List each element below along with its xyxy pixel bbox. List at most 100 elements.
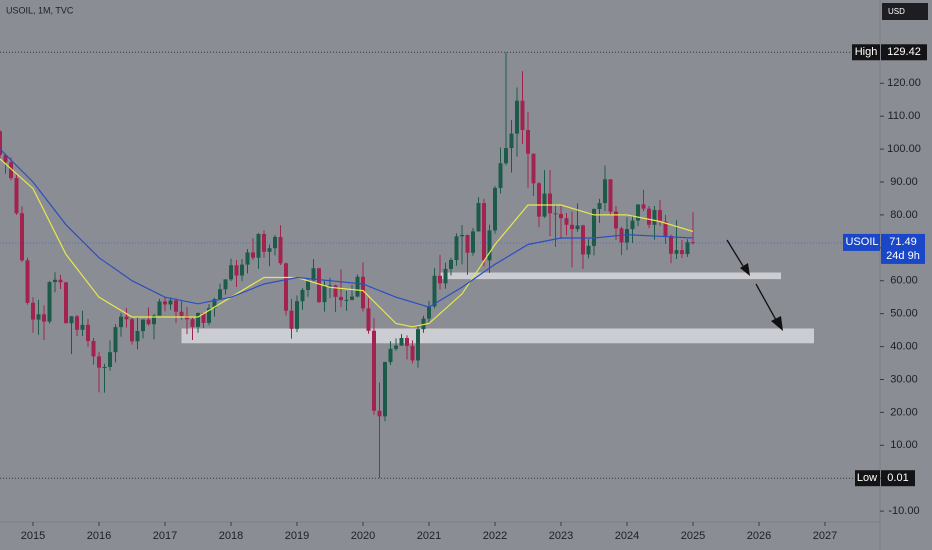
plot-area xyxy=(0,51,880,479)
candle-body xyxy=(306,280,310,290)
support-zone xyxy=(181,328,814,344)
candle-body xyxy=(564,218,569,225)
y-tick-label: 110.00 xyxy=(888,110,921,122)
candle-body xyxy=(295,301,299,329)
candle-body xyxy=(570,224,574,230)
candle-body xyxy=(322,285,327,303)
support-zone xyxy=(440,272,781,280)
candle-body xyxy=(190,319,195,327)
candle-body xyxy=(575,225,580,230)
candle-body xyxy=(636,204,640,221)
candle-body xyxy=(284,263,288,311)
currency-box xyxy=(882,3,928,20)
candle-body xyxy=(344,299,349,301)
candle-body xyxy=(663,221,668,236)
candle-body xyxy=(691,242,695,244)
candle-body xyxy=(355,276,360,297)
candle-body xyxy=(493,187,497,231)
candle-body xyxy=(482,203,486,261)
candle-body xyxy=(328,285,332,287)
x-tick-label: 2023 xyxy=(549,530,573,542)
low-tag-text: Low xyxy=(857,472,877,484)
candle-body xyxy=(64,282,68,324)
x-tick-label: 2018 xyxy=(219,530,243,542)
candle-body xyxy=(537,183,541,217)
candle-body xyxy=(465,234,470,253)
arrows xyxy=(726,239,783,331)
candle-body xyxy=(630,220,635,230)
arrow-head xyxy=(771,316,783,331)
candle-body xyxy=(240,264,244,276)
moving-average xyxy=(0,158,694,328)
y-tick-label: 90.00 xyxy=(890,176,918,188)
candle-body xyxy=(438,275,442,284)
candle-body xyxy=(388,348,393,363)
y-tick-label: 120.00 xyxy=(887,77,921,89)
candle-body xyxy=(80,324,85,330)
candle-body xyxy=(361,276,365,309)
y-tick-label: 50.00 xyxy=(890,308,918,320)
x-tick-label: 2017 xyxy=(153,530,177,542)
y-tick-label: 80.00 xyxy=(890,209,918,221)
candle-body xyxy=(333,285,338,297)
candle-body xyxy=(86,324,90,341)
x-tick-label: 2027 xyxy=(813,530,837,542)
high-tag xyxy=(852,44,880,61)
y-tick-label: 30.00 xyxy=(890,373,918,385)
candle-body xyxy=(163,301,167,305)
x-tick-label: 2021 xyxy=(417,530,441,542)
candle-body xyxy=(410,345,415,361)
moving-average xyxy=(0,148,694,308)
candle-body xyxy=(405,338,409,346)
candle-body xyxy=(152,315,156,325)
candle-body xyxy=(234,265,239,276)
candle-body xyxy=(289,310,294,329)
candle-body xyxy=(75,316,79,330)
candle-body xyxy=(251,252,255,258)
candle-body xyxy=(25,260,30,303)
x-tick-label: 2025 xyxy=(681,530,705,542)
candle-body xyxy=(3,155,8,163)
candle-body xyxy=(350,296,354,300)
candle-body xyxy=(212,299,217,309)
candle-body xyxy=(174,300,178,312)
candle-body xyxy=(53,279,57,283)
candle-body xyxy=(157,301,162,316)
candle-body xyxy=(685,242,690,255)
candle-body xyxy=(581,225,585,255)
x-tick-label: 2016 xyxy=(87,530,111,542)
candle-body xyxy=(531,153,536,184)
candle-body xyxy=(91,340,96,357)
candle-body xyxy=(443,268,448,284)
candle-body xyxy=(460,234,464,237)
candle-body xyxy=(669,235,673,254)
candle-body xyxy=(366,308,371,331)
candle-body xyxy=(58,279,63,283)
candle-body xyxy=(647,208,651,225)
candle-body xyxy=(113,327,118,353)
candle-body xyxy=(179,311,184,316)
candle-body xyxy=(421,318,426,330)
x-tick-label: 2015 xyxy=(21,530,45,542)
candle-body xyxy=(509,133,514,149)
candle-body xyxy=(196,313,200,327)
candle-body xyxy=(300,289,305,302)
currency-label: USD xyxy=(888,7,905,16)
candle-body xyxy=(69,316,74,324)
candle-body xyxy=(108,352,112,367)
symbol-tag xyxy=(843,233,880,251)
candle-body xyxy=(592,208,596,246)
candle-body xyxy=(394,345,398,349)
y-tick-label: 40.00 xyxy=(890,340,918,352)
candle-body xyxy=(20,213,24,261)
x-tick-label: 2020 xyxy=(351,530,375,542)
candle-body xyxy=(36,314,41,320)
x-tick-label: 2026 xyxy=(747,530,771,542)
candle-body xyxy=(603,179,607,204)
candle-body xyxy=(267,248,272,252)
candle-body xyxy=(119,316,123,328)
y-tick-label: 10.00 xyxy=(890,439,918,451)
symbol-tag-text: USOIL xyxy=(845,236,878,248)
low-value-box xyxy=(881,470,915,487)
